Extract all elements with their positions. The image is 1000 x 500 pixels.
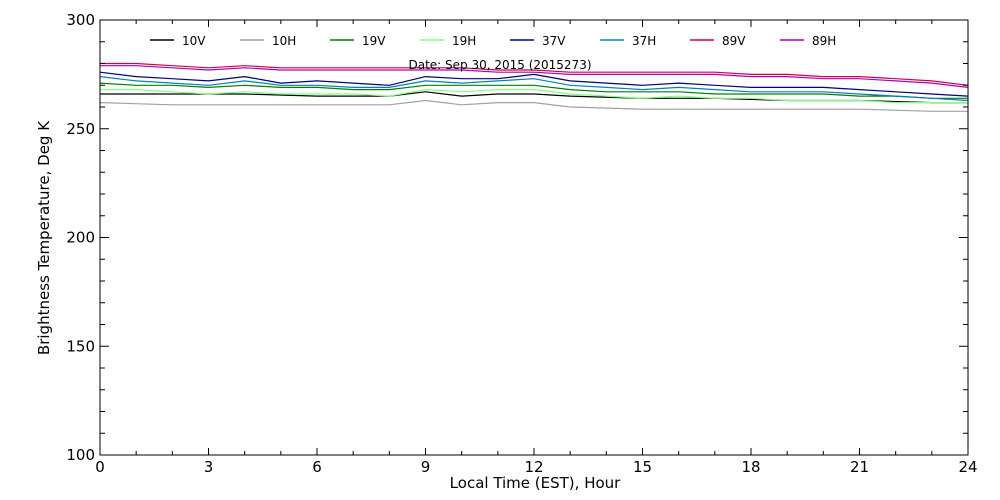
legend-label-37v: 37V [542, 34, 566, 48]
legend-label-10v: 10V [182, 34, 206, 48]
y-tick-label: 300 [66, 11, 95, 29]
legend-label-89v: 89V [722, 34, 746, 48]
series-layer [99, 62, 969, 112]
x-tick-label: 18 [741, 458, 760, 476]
legend-label-10h: 10H [272, 34, 296, 48]
y-tick-label: 250 [66, 120, 95, 138]
x-tick-label: 15 [633, 458, 652, 476]
x-axis-title: Local Time (EST), Hour [450, 474, 621, 492]
series-line-19h [100, 88, 968, 104]
x-tick-label: 0 [95, 458, 105, 476]
legend-layer: 10V 10H 19V 19H 37V 37H 89V 89H [150, 34, 836, 48]
y-tick-label: 200 [66, 229, 95, 247]
series-line-89v [100, 62, 969, 86]
series-line-19v [99, 82, 968, 99]
series-line-37v [99, 71, 969, 97]
ticks-layer: 0 3 6 9 12 15 18 21 24 100 150 200 250 300 [66, 11, 977, 476]
x-tick-label: 21 [850, 458, 869, 476]
x-tick-label: 9 [421, 458, 431, 476]
date-annotation: Date: Sep 30, 2015 (2015273) [408, 58, 591, 72]
y-axis-title: Brightness Temperature, Deg K [35, 120, 53, 355]
series-line-37h [99, 76, 969, 102]
legend-label-37h: 37H [632, 34, 656, 48]
y-tick-label: 150 [66, 337, 95, 355]
series-line-10h [99, 99, 968, 112]
series-line-89h [100, 65, 969, 88]
x-tick-label: 24 [958, 458, 977, 476]
x-tick-label: 12 [524, 458, 543, 476]
y-tick-label: 100 [66, 446, 95, 464]
x-tick-label: 3 [204, 458, 214, 476]
x-tick-label: 6 [312, 458, 322, 476]
legend-label-89h: 89H [812, 34, 836, 48]
legend-label-19h: 19H [452, 34, 476, 48]
legend-label-19v: 19V [362, 34, 386, 48]
